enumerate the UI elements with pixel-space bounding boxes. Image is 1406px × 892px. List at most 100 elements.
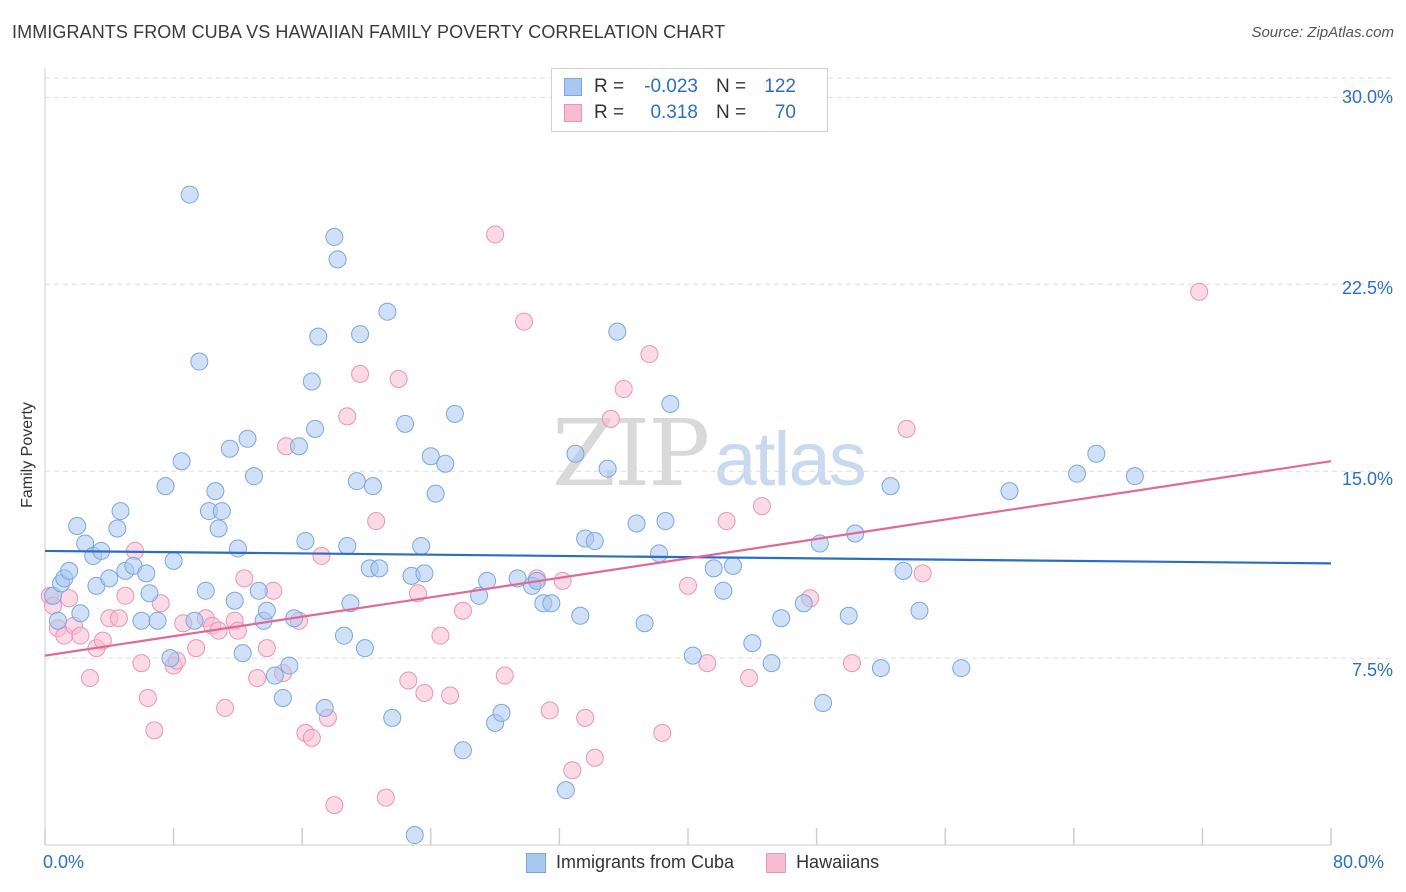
cuba-point [910, 601, 929, 620]
r-label: R = [594, 102, 625, 123]
hawaiians-point [325, 796, 344, 815]
hawaiians-swatch [564, 104, 582, 122]
cuba-point [289, 437, 308, 456]
hawaiians-point [679, 576, 697, 595]
cuba-point [140, 584, 159, 603]
cuba-point [426, 484, 445, 503]
cuba-point [108, 519, 127, 538]
hawaiians-point [81, 669, 100, 688]
cuba-point [627, 514, 646, 533]
r-label: R = [594, 76, 625, 97]
hawaiians-point [897, 419, 916, 438]
cuba-point [704, 559, 723, 578]
hawaiians-point [312, 546, 331, 565]
hawaiians-point [431, 626, 450, 645]
hawaiians-point [302, 728, 321, 747]
cuba-point [206, 482, 225, 501]
hawaiians-point [601, 409, 620, 428]
cuba-point [225, 591, 244, 610]
cuba-point [68, 517, 87, 536]
cuba-point [396, 414, 415, 433]
cuba-point [839, 606, 858, 625]
hawaiians-point [71, 626, 90, 645]
cuba-point [309, 327, 328, 346]
cuba-point [1068, 464, 1087, 483]
cuba-point [881, 477, 900, 496]
cuba-point [325, 227, 344, 246]
y-tick-label: 22.5% [1341, 278, 1393, 298]
cuba-trend-line [44, 549, 1332, 565]
cuba-point [71, 604, 90, 623]
legend-row-hawaiians: R = 0.318 N = 70 [564, 102, 796, 124]
cuba-point [161, 649, 180, 668]
hawaiians-point [515, 312, 534, 331]
n-label: N = [716, 76, 747, 97]
cuba-point [355, 639, 374, 658]
cuba-point [585, 531, 604, 550]
cuba-point [894, 561, 913, 580]
legend-item-cuba: Immigrants from Cuba [526, 852, 734, 873]
hawaiians-point [367, 512, 386, 531]
n-value: 70 [774, 102, 796, 123]
hawaiians-point [614, 379, 633, 398]
cuba-point [656, 512, 675, 531]
cuba-point [60, 561, 79, 580]
cuba-point [370, 559, 389, 578]
n-value: 122 [764, 76, 796, 97]
cuba-point [244, 467, 263, 486]
cuba-point [871, 659, 890, 678]
axes [44, 68, 1332, 846]
cuba-point [209, 519, 228, 538]
cuba-point [571, 606, 590, 625]
hawaiians-point [576, 708, 595, 727]
cuba-point [233, 644, 252, 663]
cuba-point [415, 564, 434, 583]
cuba-point [190, 352, 209, 371]
cuba-point [137, 564, 156, 583]
cuba-point [111, 502, 130, 521]
hawaiians-point [60, 589, 79, 608]
cuba-point [265, 666, 284, 685]
hawaiians-point [399, 671, 418, 690]
cuba-point [347, 472, 366, 491]
hawaiians-point [752, 497, 771, 516]
hawaiians-point [585, 748, 604, 767]
hawaiians-point [640, 345, 659, 364]
hawaiians-point [93, 631, 112, 650]
r-value: 0.318 [650, 102, 698, 123]
cuba-point [453, 741, 472, 760]
cuba-point [405, 826, 424, 845]
cuba-point [196, 581, 215, 600]
cuba-point [100, 569, 119, 588]
cuba-point [351, 325, 370, 344]
cuba-point [334, 626, 353, 645]
correlation-legend: R = -0.023 N = 122 R = 0.318 N = 70 [551, 68, 828, 132]
cuba-point [635, 614, 654, 633]
r-value: -0.023 [644, 76, 698, 97]
y-tick-label: 30.0% [1341, 87, 1393, 107]
cuba-point [164, 551, 183, 570]
hawaiians-point [248, 669, 267, 688]
cuba-point [132, 611, 151, 630]
n-label: N = [716, 102, 747, 123]
cuba-point [714, 581, 733, 600]
cuba-point [794, 594, 813, 613]
hawaiians-point [138, 688, 157, 707]
cuba-point [249, 581, 268, 600]
hawaiians-point [109, 609, 128, 628]
cuba-point [185, 611, 204, 630]
y-tick-label: 15.0% [1341, 469, 1393, 489]
cuba-point [148, 611, 167, 630]
hawaiians-point [495, 666, 514, 685]
hawaiians-point [698, 654, 717, 673]
hawaiians-point [235, 569, 254, 588]
hawaiians-point [351, 365, 370, 383]
y-tick-label: 7.5% [1351, 660, 1393, 680]
cuba-point [436, 454, 455, 473]
cuba-point [296, 531, 315, 550]
cuba-point [238, 429, 257, 448]
source-label: Source: ZipAtlas.com [1251, 24, 1394, 41]
hawaiians-point [540, 701, 559, 720]
trend-lines [44, 460, 1332, 657]
legend-label: Hawaiians [796, 852, 880, 872]
